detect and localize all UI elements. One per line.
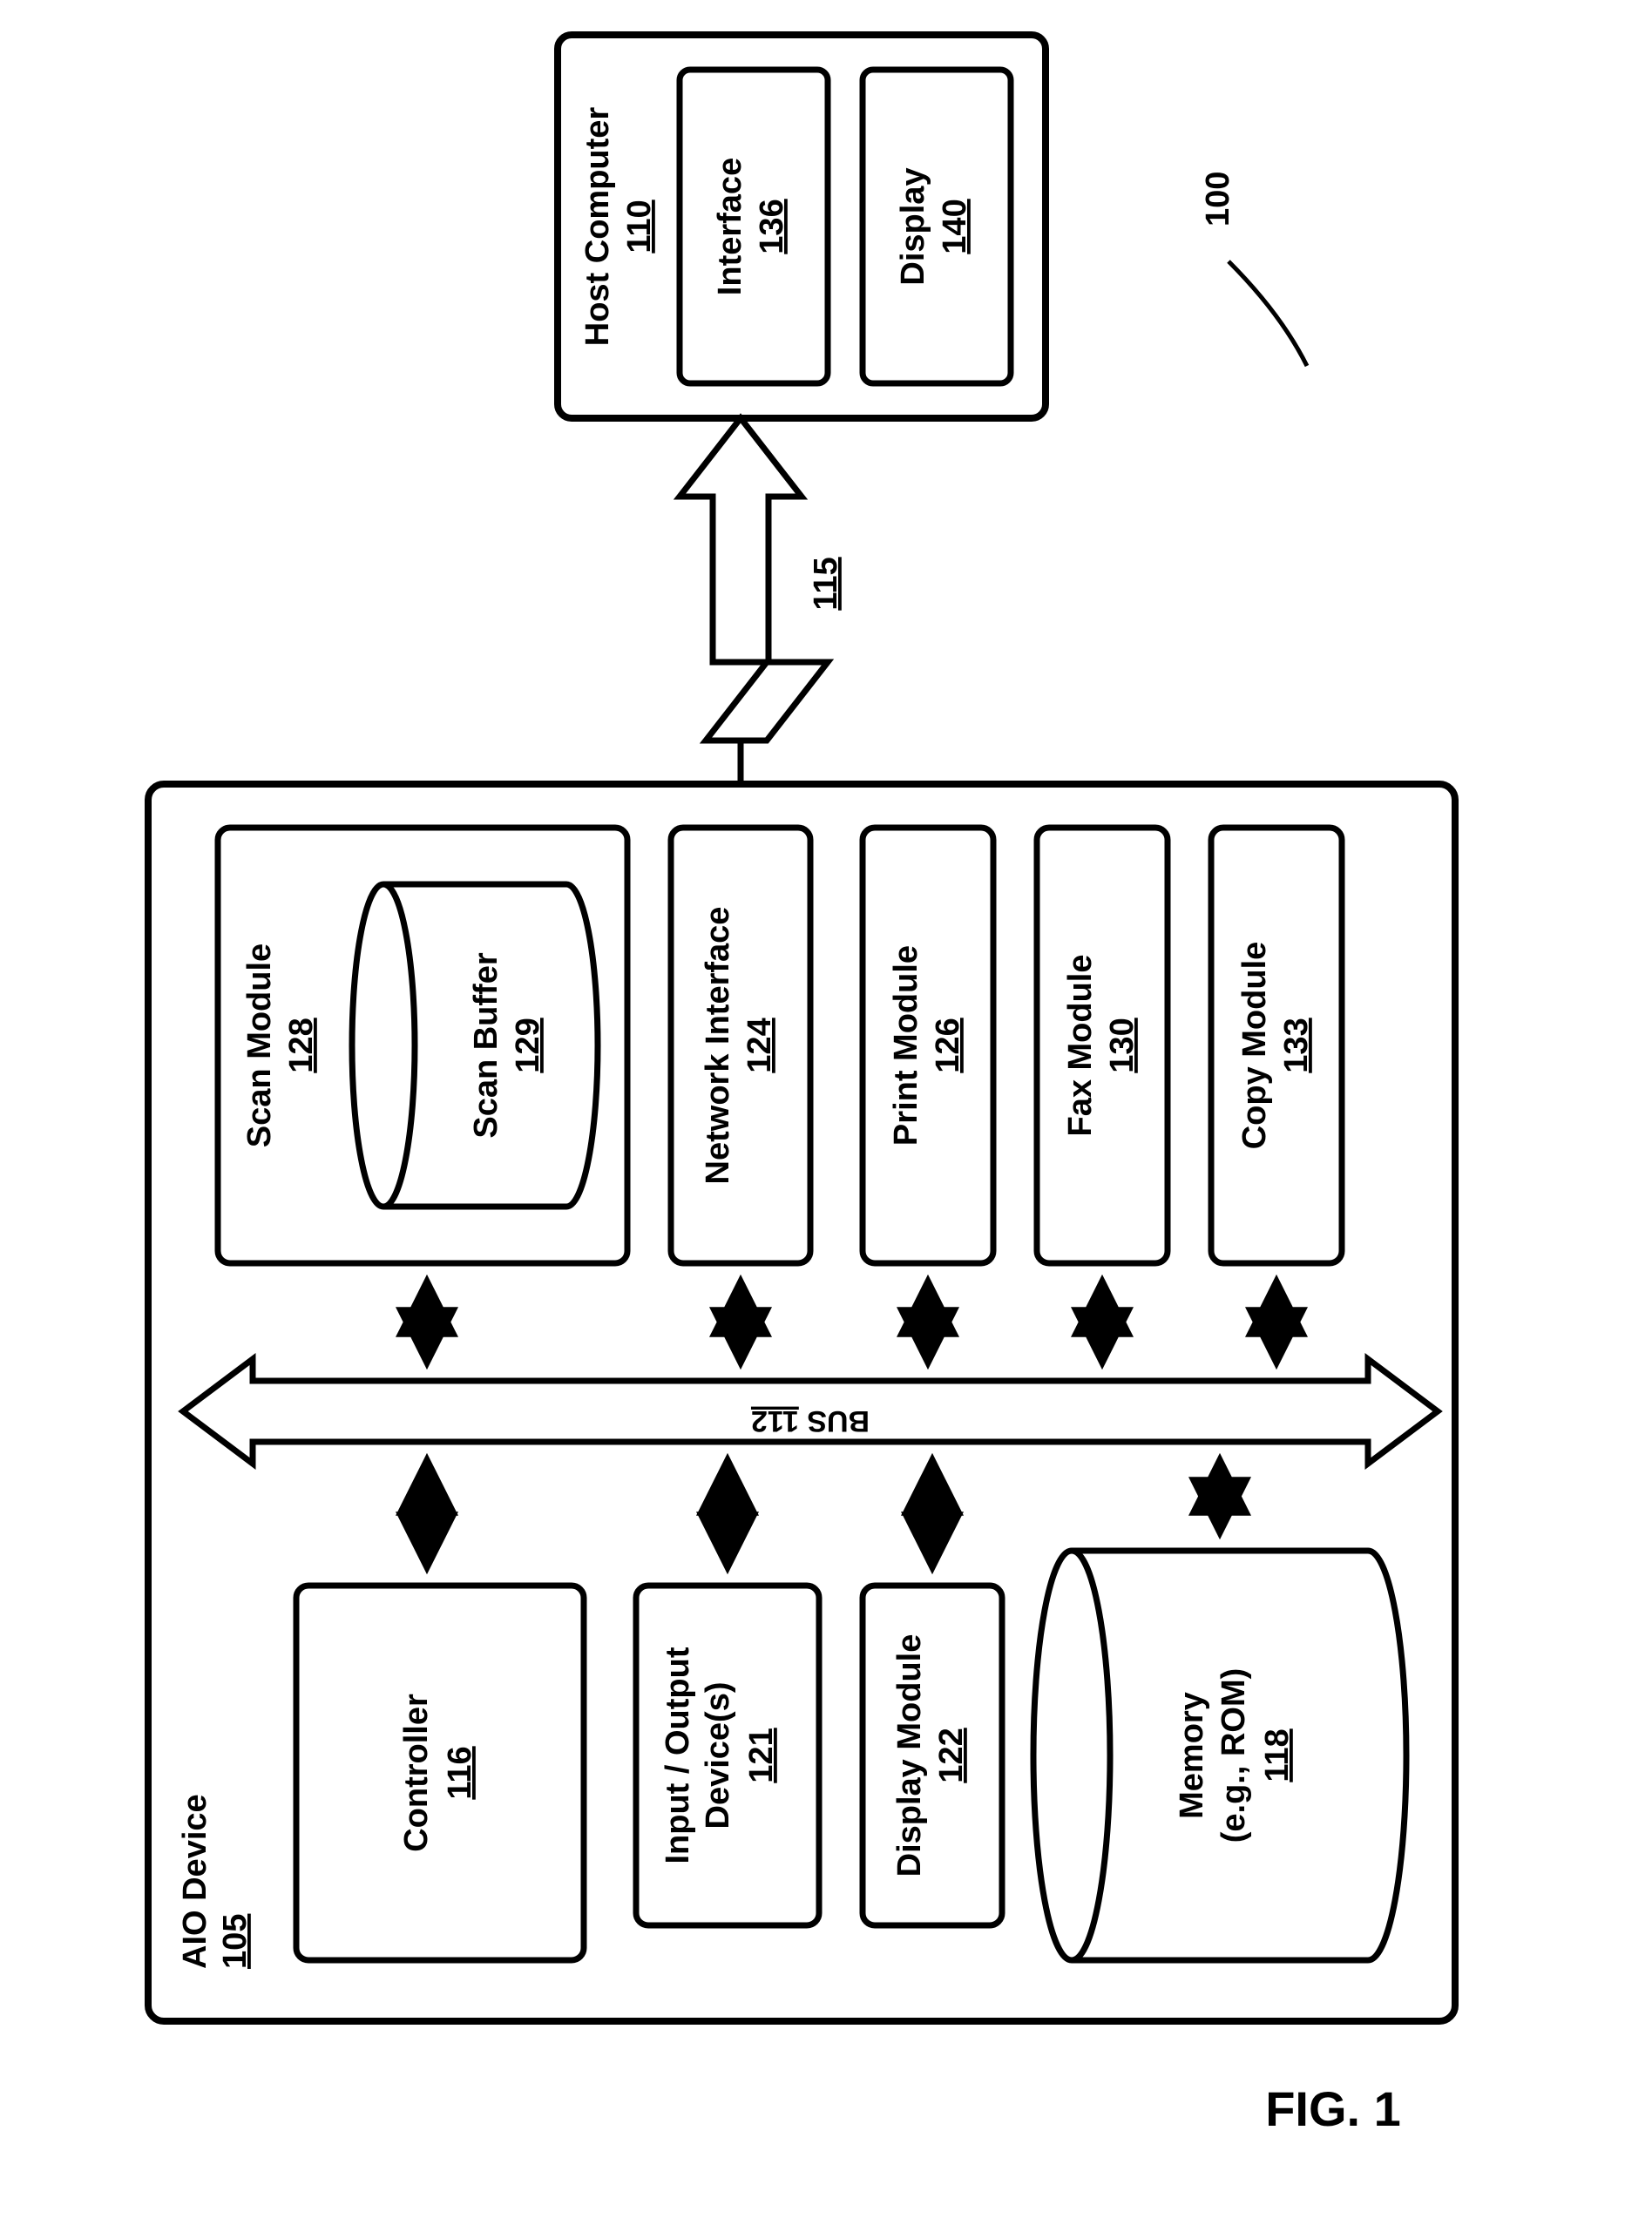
svg-text:BUS 112: BUS 112	[751, 1404, 870, 1437]
host-computer: Host Computer 110 Interface 136 Display …	[558, 35, 1046, 418]
scan-buffer-cylinder: Scan Buffer 129	[352, 884, 598, 1207]
copy-module-title: Copy Module	[1236, 942, 1273, 1150]
bus: BUS 112	[183, 1359, 1438, 1464]
memory-title2: (e.g., ROM)	[1215, 1668, 1252, 1843]
print-module-title: Print Module	[888, 945, 924, 1146]
io-title2: Device(s)	[700, 1682, 736, 1830]
controller-ref: 116	[442, 1746, 478, 1799]
memory-cylinder: Memory (e.g., ROM) 118	[1033, 1551, 1406, 1960]
host-display-ref: 140	[937, 199, 973, 254]
scan-buffer-ref: 129	[510, 1018, 546, 1072]
net-if-ref: 124	[741, 1018, 778, 1072]
host-interface-title: Interface	[712, 158, 748, 295]
scan-buffer-title: Scan Buffer	[468, 952, 504, 1138]
scan-module-box: Scan Module 128 Scan Buffer 129	[218, 828, 627, 1263]
aio-ref: 105	[217, 1914, 254, 1969]
fax-module-title: Fax Module	[1062, 954, 1099, 1136]
memory-title1: Memory	[1174, 1692, 1210, 1819]
print-module-ref: 126	[930, 1018, 966, 1072]
host-interface-ref: 136	[754, 199, 790, 254]
controller-box: Controller 116	[296, 1586, 584, 1960]
fax-module-box: Fax Module 130	[1037, 828, 1168, 1263]
bus-ref: 112	[751, 1404, 799, 1437]
copy-module-box: Copy Module 133	[1211, 828, 1342, 1263]
copy-module-ref: 133	[1278, 1018, 1315, 1072]
link-ref: 115	[808, 557, 844, 610]
io-box: Input / Output Device(s) 121	[636, 1586, 819, 1925]
print-module-box: Print Module 126	[863, 828, 993, 1263]
system-ref-text: 100	[1200, 172, 1236, 227]
aio-device: AIO Device 105 Controller 116 Input / Ou…	[148, 784, 1455, 2021]
host-interface-box: Interface 136	[680, 70, 828, 383]
display-module-box: Display Module 122	[863, 1586, 1002, 1925]
fax-module-ref: 130	[1104, 1018, 1141, 1072]
host-display-box: Display 140	[863, 70, 1011, 383]
system-ref: 100	[1200, 172, 1307, 366]
display-module-title: Display Module	[891, 1634, 928, 1877]
host-title: Host Computer	[579, 107, 616, 347]
figure-label: FIG. 1	[1265, 2081, 1401, 2136]
network-interface-box: Network Interface 124	[671, 828, 810, 1263]
link-arrow: 115	[680, 418, 844, 784]
memory-ref: 118	[1259, 1728, 1296, 1782]
controller-title: Controller	[398, 1694, 435, 1852]
io-title1: Input / Output	[660, 1647, 696, 1863]
host-display-title: Display	[895, 167, 931, 285]
diagram-root: AIO Device 105 Controller 116 Input / Ou…	[148, 35, 1455, 2021]
scan-module-ref: 128	[283, 1018, 320, 1072]
aio-title: AIO Device	[177, 1794, 213, 1969]
io-ref: 121	[743, 1728, 780, 1782]
net-if-title: Network Interface	[700, 907, 736, 1185]
host-ref: 110	[621, 200, 658, 253]
bus-title: BUS	[807, 1404, 870, 1437]
display-module-ref: 122	[933, 1728, 970, 1782]
scan-module-title: Scan Module	[241, 944, 278, 1147]
